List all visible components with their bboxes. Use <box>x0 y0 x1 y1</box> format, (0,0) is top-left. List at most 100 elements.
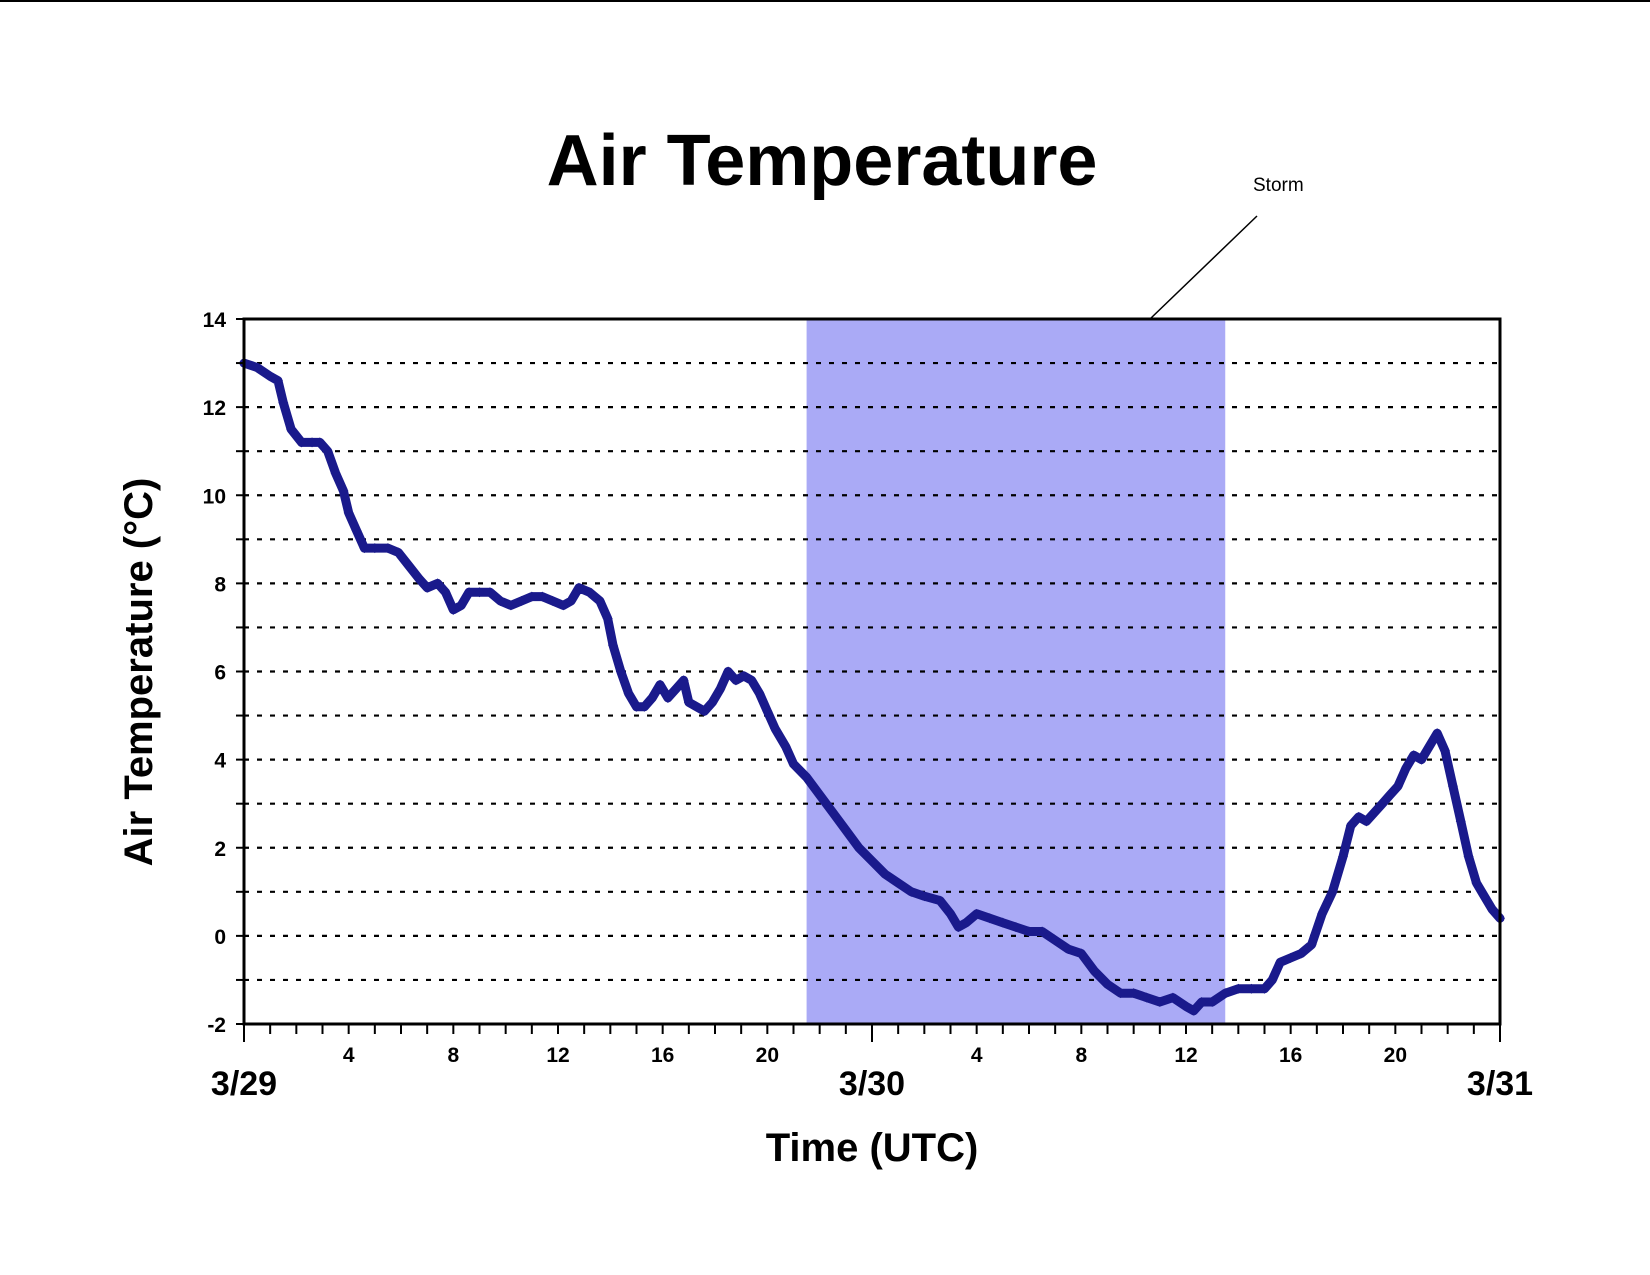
temperature-series <box>239 358 1505 1016</box>
data-point <box>827 807 838 818</box>
data-point <box>1037 926 1048 937</box>
data-point <box>1115 988 1126 999</box>
data-point <box>1128 988 1139 999</box>
data-point <box>840 825 851 836</box>
data-point <box>414 573 425 584</box>
data-point <box>573 582 584 593</box>
data-point <box>1487 904 1498 915</box>
data-point <box>723 666 734 677</box>
storm-leader-line <box>1149 215 1258 320</box>
data-point <box>919 891 930 902</box>
y-tick-label: 0 <box>214 926 226 949</box>
x-tick-label-hour: 12 <box>546 1044 569 1067</box>
data-point <box>715 684 726 695</box>
data-point <box>639 701 650 712</box>
y-tick-label: 2 <box>214 838 226 861</box>
data-point <box>1338 851 1348 862</box>
data-point <box>382 543 393 554</box>
x-tick-label-hour: 16 <box>651 1044 674 1067</box>
data-point <box>566 596 577 606</box>
data-point <box>893 878 904 888</box>
data-point <box>314 437 325 448</box>
x-tick-label-date: 3/30 <box>839 1065 905 1103</box>
data-point <box>1285 952 1296 963</box>
data-point <box>953 922 964 933</box>
data-point <box>780 741 791 752</box>
data-point <box>495 596 506 606</box>
data-point <box>369 543 380 554</box>
data-point <box>683 697 694 708</box>
data-point <box>1275 957 1286 968</box>
data-point <box>853 842 864 853</box>
x-tick-label-hour: 16 <box>1279 1044 1302 1067</box>
x-tick-label-hour: 4 <box>971 1044 983 1067</box>
data-point <box>1010 922 1021 933</box>
data-point <box>1392 781 1403 792</box>
data-point <box>607 640 618 651</box>
data-point <box>1416 754 1427 765</box>
data-point <box>1353 811 1364 822</box>
chart-title: Air Temperature <box>547 121 1098 201</box>
data-point <box>338 485 349 496</box>
y-tick-label: 10 <box>203 485 226 508</box>
data-point <box>286 424 297 435</box>
data-point <box>537 591 548 602</box>
x-tick-label-hour: 4 <box>343 1044 355 1067</box>
data-point <box>1181 1001 1191 1012</box>
data-point <box>1220 988 1231 999</box>
data-point <box>814 789 825 800</box>
data-point <box>594 596 605 606</box>
y-axis-title: Air Temperature (°C) <box>117 478 161 867</box>
data-point <box>1024 926 1034 937</box>
data-point <box>351 525 362 536</box>
data-point <box>1400 763 1411 774</box>
data-point <box>1479 891 1490 902</box>
x-tick-label-hour: 8 <box>1075 1044 1087 1067</box>
data-point <box>754 688 765 699</box>
data-point <box>906 886 917 897</box>
data-point <box>662 692 673 703</box>
data-point <box>788 759 799 770</box>
data-point <box>984 913 995 924</box>
y-tick-label: 6 <box>214 662 226 685</box>
data-point <box>1076 948 1087 959</box>
data-point <box>997 917 1008 928</box>
data-point <box>1196 996 1207 1007</box>
series-line <box>239 358 1505 1016</box>
x-tick-label-hour: 20 <box>1384 1044 1407 1067</box>
data-point <box>801 772 812 783</box>
data-point <box>867 855 877 866</box>
data-point <box>945 908 956 919</box>
data-point <box>655 679 666 690</box>
data-point <box>1345 820 1356 831</box>
data-point <box>935 895 946 906</box>
data-point <box>330 468 341 479</box>
data-point <box>1267 974 1278 985</box>
data-point <box>1259 983 1270 994</box>
data-point <box>602 613 613 624</box>
data-point <box>1317 908 1328 919</box>
data-point <box>1063 944 1074 955</box>
y-tick-label: -2 <box>207 1014 226 1037</box>
data-point <box>1447 781 1458 792</box>
data-point <box>474 587 485 598</box>
data-point <box>1440 745 1451 756</box>
data-point <box>1141 992 1152 1003</box>
data-point <box>1455 816 1466 827</box>
data-point <box>1377 798 1388 809</box>
data-point <box>1246 983 1257 994</box>
data-point <box>623 688 634 699</box>
data-point <box>307 437 318 448</box>
data-point <box>1167 992 1178 1003</box>
data-point <box>558 600 569 611</box>
data-point <box>1296 948 1307 959</box>
data-point <box>278 397 289 408</box>
data-point <box>1327 886 1338 897</box>
data-point <box>1385 789 1396 800</box>
data-point <box>456 600 467 611</box>
data-point <box>516 596 527 606</box>
x-axis-title: Time (UTC) <box>766 1126 979 1170</box>
storm-label: Storm <box>1253 175 1304 196</box>
data-point <box>273 375 284 386</box>
